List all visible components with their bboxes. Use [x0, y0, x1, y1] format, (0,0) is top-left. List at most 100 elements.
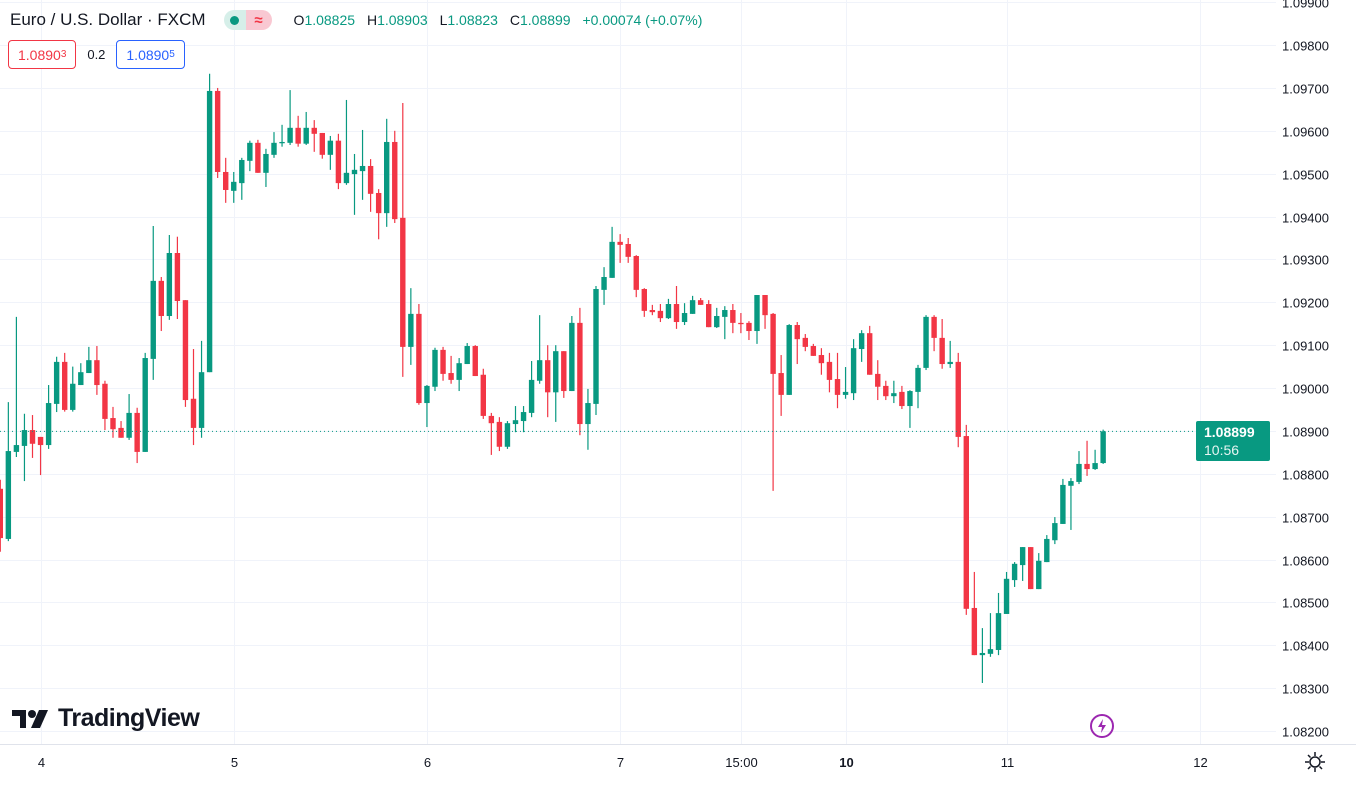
open-label: O [293, 12, 305, 28]
candle-body [810, 346, 817, 356]
candle-body [102, 383, 108, 419]
candle-body [384, 141, 390, 214]
candle-up [247, 140, 253, 172]
candle-body [255, 142, 261, 173]
candle-body [359, 165, 366, 172]
candle-body [303, 127, 309, 144]
candle-up [287, 90, 293, 145]
candle-up [923, 315, 929, 371]
candle-up [1036, 553, 1042, 590]
candle-up [408, 288, 414, 365]
candle-up [665, 298, 672, 320]
candle-up [520, 406, 527, 433]
sell-button[interactable]: 1.0890 3 [8, 40, 77, 69]
candle-down [37, 436, 44, 476]
price-tick-label: 1.08200 [1282, 725, 1329, 740]
candle-body [536, 360, 543, 381]
candle-body [1028, 547, 1034, 590]
candle-down [375, 189, 382, 240]
candle-body [528, 379, 535, 413]
candle-body [1068, 481, 1074, 486]
candle-body [440, 349, 446, 374]
candle-body [375, 192, 382, 214]
candle-up [327, 135, 334, 170]
candle-body [987, 649, 994, 654]
tradingview-logo-icon [12, 709, 48, 728]
symbol-title[interactable]: Euro / U.S. Dollar · FXCM [10, 10, 206, 29]
candle-body [424, 385, 430, 404]
candle-down [762, 295, 768, 329]
candle-body [287, 127, 293, 143]
candle-body [770, 313, 776, 374]
sell-price: 1.0890 [18, 46, 61, 63]
logo-text: TradingView [58, 704, 200, 732]
time-axis[interactable]: 4 5 6 7 15:00 10 11 12 [38, 755, 1208, 770]
status-pill[interactable]: ≈ [223, 10, 272, 30]
candle-body [931, 316, 937, 338]
candle-body [633, 256, 639, 290]
candle-up [21, 413, 28, 482]
candle-down [367, 159, 374, 212]
gear-icon[interactable] [1304, 751, 1326, 773]
candle-body [561, 351, 567, 392]
trade-buttons: 1.0890 3 0.2 1.0890 5 [8, 40, 185, 69]
candle-body [899, 391, 905, 407]
price-tick-label: 1.09300 [1282, 253, 1329, 268]
candle-body [842, 391, 849, 395]
price-axis[interactable]: 1.08200 1.08300 1.08400 1.08500 1.08600 1.087… [1282, 0, 1329, 740]
candle-body [585, 403, 591, 425]
candle-up [271, 132, 277, 158]
candle-down [778, 355, 784, 416]
price-tick-label: 1.08600 [1282, 554, 1329, 569]
candle-up [585, 388, 591, 450]
candle-up [947, 340, 953, 368]
candle-body [118, 427, 124, 438]
tradingview-logo[interactable]: TradingView [12, 704, 200, 733]
candle-up [384, 118, 390, 227]
candle-body [883, 385, 889, 397]
candle-down [834, 352, 841, 409]
candle-body [681, 313, 688, 323]
candle-down [875, 360, 881, 401]
candle-down [94, 346, 100, 395]
candle-body [400, 217, 406, 347]
candle-body [722, 310, 728, 317]
last-price-tag: 1.08899 10:56 [1196, 421, 1270, 461]
delayed-data-icon: ≈ [245, 10, 272, 30]
candle-body [963, 436, 969, 609]
candle-body [21, 430, 28, 446]
candle-body [915, 367, 921, 392]
candle-body [673, 304, 680, 323]
buy-button[interactable]: 1.0890 5 [116, 40, 185, 69]
candle-up [995, 592, 1002, 656]
open-value: 1.08825 [304, 12, 356, 28]
candle-body [1076, 463, 1082, 482]
candle-body [697, 300, 704, 305]
low-label: L [439, 12, 448, 28]
candle-body [995, 613, 1002, 650]
candle-body [150, 280, 156, 359]
price-tick-label: 1.09500 [1282, 168, 1329, 183]
candle-up [456, 358, 462, 392]
candle-body [86, 360, 92, 374]
candle-body [617, 241, 623, 245]
candle-body [37, 436, 44, 446]
candle-down [223, 157, 229, 203]
candle-up [303, 111, 309, 145]
spread: 0.2 [87, 47, 106, 62]
candle-body [858, 333, 865, 350]
candle-body [480, 374, 486, 416]
candle-body [134, 412, 140, 452]
candle-up [593, 286, 599, 416]
candle-body [327, 140, 334, 155]
lightning-icon[interactable] [1090, 714, 1114, 738]
candle-down [649, 304, 656, 316]
candle-body [488, 415, 495, 424]
candle-up [86, 346, 92, 374]
candle-up [689, 295, 696, 314]
candle-body [649, 310, 656, 313]
candle-body [907, 391, 913, 407]
candle-up [1092, 449, 1098, 470]
candle-down [1028, 547, 1034, 590]
